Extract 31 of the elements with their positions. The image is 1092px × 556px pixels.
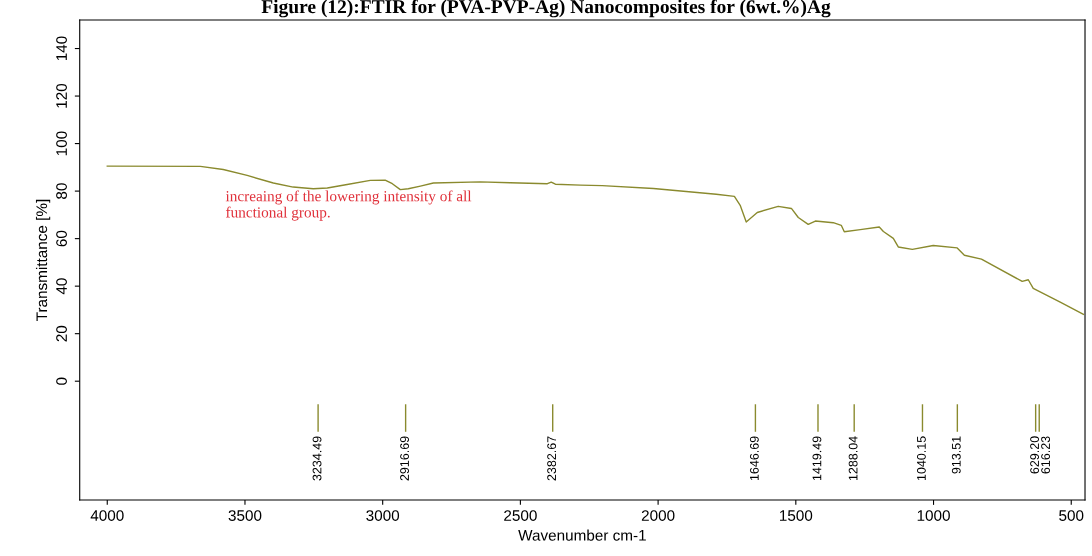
y-tick-label: 20 xyxy=(56,325,67,342)
x-tick-label: 2500 xyxy=(504,510,537,521)
y-tick-label: 80 xyxy=(56,183,67,199)
ref-line-label: 629.20 xyxy=(1030,436,1040,474)
ref-line-label: 1288.04 xyxy=(848,436,858,481)
y-tick-label: 100 xyxy=(56,131,67,156)
line-series xyxy=(106,165,1085,315)
y-tick-label: 140 xyxy=(56,36,67,61)
ref-line-label: 616.23 xyxy=(1041,436,1051,474)
x-tick-label: 500 xyxy=(1059,510,1084,521)
ref-line-label: 1419.49 xyxy=(812,436,822,481)
x-tick-label: 3000 xyxy=(366,510,400,521)
ref-line-label: 3234.49 xyxy=(312,436,322,481)
ref-line-label: 2382.67 xyxy=(547,436,557,481)
x-tick-label: 1500 xyxy=(779,510,813,521)
annotation: increaing of the lowering intensity of all functional group. xyxy=(225,190,472,221)
ref-line-label: 913.51 xyxy=(951,436,961,474)
x-tick-label: 3500 xyxy=(228,510,262,521)
y-tick-label: 60 xyxy=(56,230,67,247)
x-tick-label: 4000 xyxy=(90,510,124,521)
x-tick-label: 1000 xyxy=(917,510,950,521)
ref-line-label: 2916.69 xyxy=(400,436,409,481)
y-tick-label: 120 xyxy=(56,83,67,108)
ref-line-label: 1040.15 xyxy=(916,436,926,481)
y-axis-title: Transmittance [%] xyxy=(35,199,51,321)
chart-title: Figure (12):FTIR for (PVA-PVP-Ag) Nanocomposites for (6wt.%)Ag xyxy=(261,0,831,18)
y-tick-label: 0 xyxy=(56,377,67,385)
ref-line-label: 1646.69 xyxy=(749,436,759,481)
x-tick-label: 2000 xyxy=(641,510,675,521)
y-tick-label: 40 xyxy=(56,278,67,295)
x-axis-title: Wavenumber cm-1 xyxy=(518,529,646,541)
